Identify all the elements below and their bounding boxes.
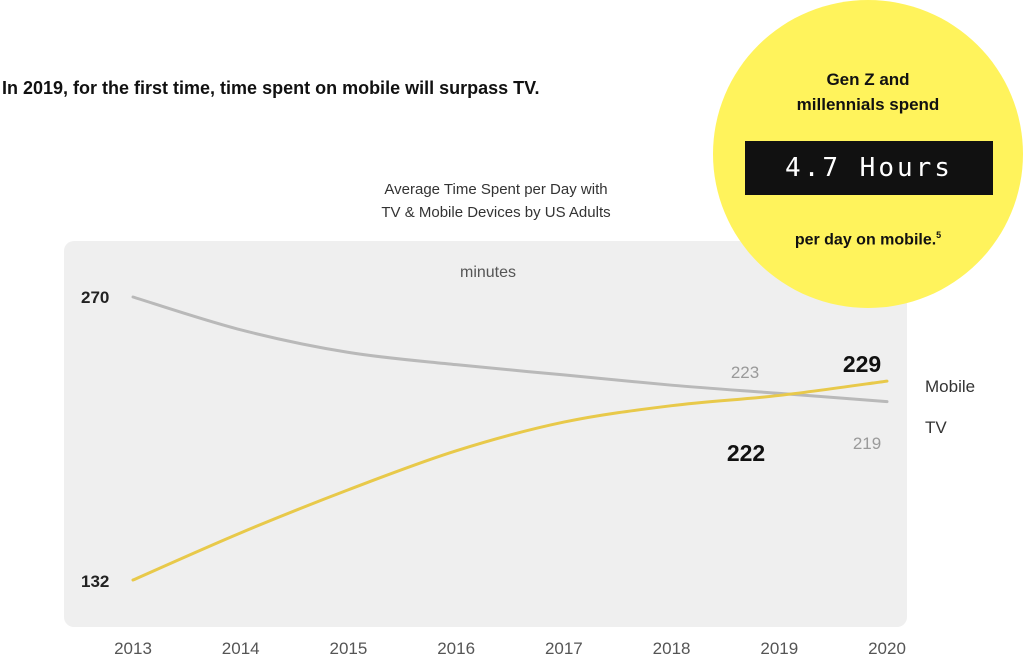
x-tick-label: 2013: [114, 639, 152, 658]
x-tick-label: 2019: [760, 639, 798, 658]
x-tick-label: 2020: [868, 639, 906, 658]
callout-line-1: Gen Z and: [826, 70, 910, 89]
data-label-mobile: 229: [843, 351, 881, 377]
unit-label: minutes: [460, 264, 516, 281]
callout-line-3: per day on mobile.5: [713, 230, 1023, 249]
data-label-mobile: 222: [727, 440, 765, 466]
data-label-tv: 270: [81, 288, 109, 307]
x-tick-label: 2017: [545, 639, 583, 658]
data-label-tv: 219: [853, 434, 881, 453]
callout-line-2: millennials spend: [796, 95, 940, 114]
x-tick-label: 2014: [222, 639, 260, 658]
chart-title-line-2: TV & Mobile Devices by US Adults: [381, 204, 611, 221]
legend-tv: TV: [925, 418, 947, 437]
callout-highlight: 4.7 Hours: [745, 141, 993, 195]
headline: In 2019, for the first time, time spent …: [2, 78, 540, 98]
callout-footnote: 5: [936, 230, 942, 240]
x-tick-label: 2018: [653, 639, 691, 658]
data-label-tv: 223: [731, 363, 759, 382]
callout-circle: Gen Z and millennials spend 4.7 Hours pe…: [713, 0, 1023, 308]
data-label-mobile: 132: [81, 572, 109, 591]
x-tick-label: 2016: [437, 639, 475, 658]
legend-mobile: Mobile: [925, 377, 975, 396]
callout-line-3-text: per day on mobile.: [794, 231, 937, 249]
chart-title-line-1: Average Time Spent per Day with: [384, 181, 608, 198]
series-line-mobile: [131, 379, 889, 582]
plot-area: [64, 241, 907, 627]
x-tick-label: 2015: [330, 639, 368, 658]
chart-title: Average Time Spent per Day with TV & Mob…: [316, 178, 676, 224]
series-line-tv: [131, 295, 889, 404]
